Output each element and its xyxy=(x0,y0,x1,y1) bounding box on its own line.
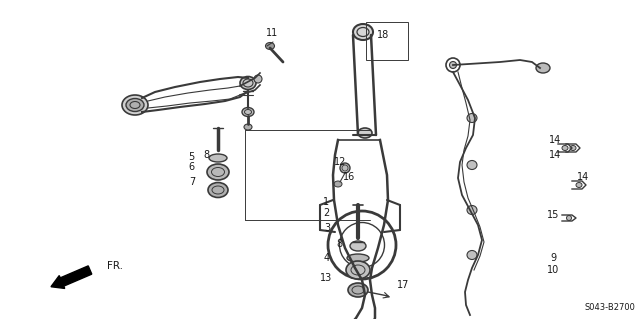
Ellipse shape xyxy=(340,163,350,173)
Text: FR.: FR. xyxy=(107,261,123,271)
Text: 10: 10 xyxy=(547,265,559,275)
Ellipse shape xyxy=(358,128,372,138)
Ellipse shape xyxy=(346,261,370,279)
Text: 6: 6 xyxy=(188,162,194,172)
Ellipse shape xyxy=(353,24,373,40)
Ellipse shape xyxy=(207,164,229,180)
Text: 1: 1 xyxy=(323,197,329,207)
Ellipse shape xyxy=(467,160,477,169)
Text: 17: 17 xyxy=(397,280,409,290)
Ellipse shape xyxy=(576,182,582,188)
Ellipse shape xyxy=(570,145,576,151)
Text: 8: 8 xyxy=(336,239,342,249)
Ellipse shape xyxy=(467,114,477,122)
Ellipse shape xyxy=(208,182,228,197)
Ellipse shape xyxy=(242,108,254,116)
Ellipse shape xyxy=(266,42,275,49)
Text: 2: 2 xyxy=(323,208,329,218)
Text: 5: 5 xyxy=(188,152,194,162)
Ellipse shape xyxy=(467,205,477,214)
Ellipse shape xyxy=(536,63,550,73)
Text: 12: 12 xyxy=(334,157,346,167)
Ellipse shape xyxy=(350,241,366,251)
Ellipse shape xyxy=(209,154,227,162)
Text: 9: 9 xyxy=(550,253,556,263)
Ellipse shape xyxy=(254,75,262,83)
Ellipse shape xyxy=(348,283,368,297)
Text: 14: 14 xyxy=(577,172,589,182)
Text: 13: 13 xyxy=(320,273,332,283)
Text: S043-B2700: S043-B2700 xyxy=(584,302,636,311)
Ellipse shape xyxy=(126,99,144,112)
Text: 4: 4 xyxy=(324,253,330,263)
FancyArrow shape xyxy=(51,266,92,288)
Ellipse shape xyxy=(566,216,572,220)
Ellipse shape xyxy=(449,62,456,69)
Text: 11: 11 xyxy=(266,28,278,38)
Text: 14: 14 xyxy=(549,135,561,145)
Ellipse shape xyxy=(244,124,252,130)
Text: 16: 16 xyxy=(343,172,355,182)
Bar xyxy=(366,22,408,60)
Text: 8: 8 xyxy=(203,150,209,160)
Text: 15: 15 xyxy=(547,210,559,220)
Ellipse shape xyxy=(347,254,369,262)
Text: 14: 14 xyxy=(549,150,561,160)
Ellipse shape xyxy=(122,95,148,115)
Text: 7: 7 xyxy=(189,177,195,187)
Ellipse shape xyxy=(467,250,477,259)
Text: 18: 18 xyxy=(377,30,389,40)
Ellipse shape xyxy=(334,181,342,187)
Ellipse shape xyxy=(562,145,568,151)
Ellipse shape xyxy=(240,77,256,90)
Text: 3: 3 xyxy=(324,223,330,233)
